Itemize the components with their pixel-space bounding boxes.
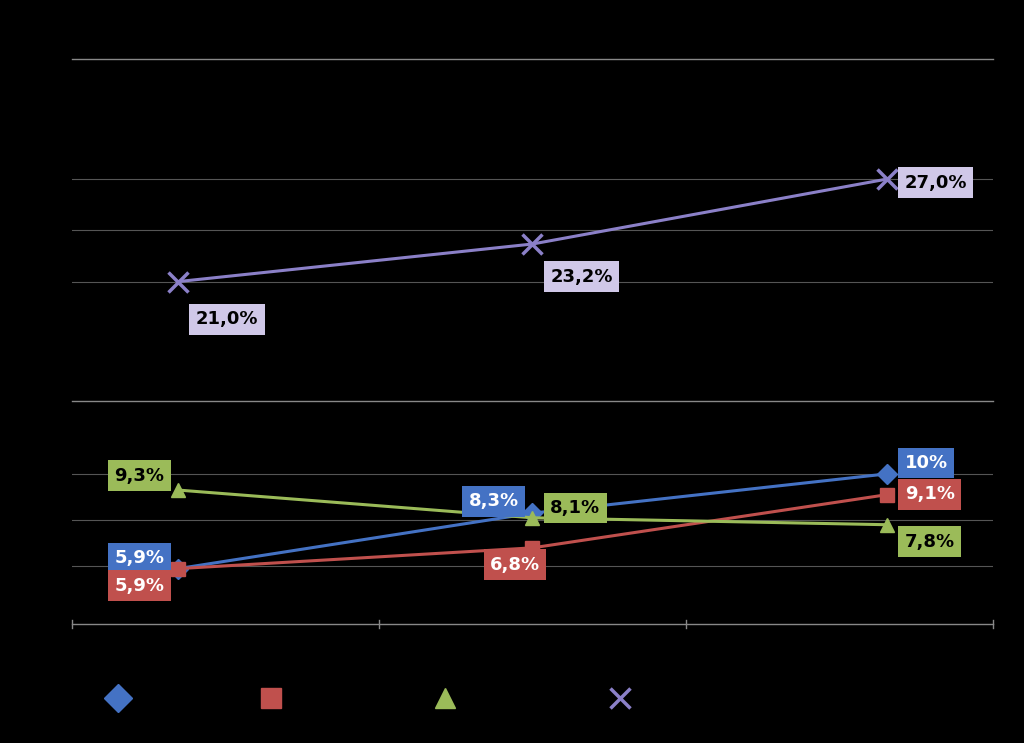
Text: 23,2%: 23,2% xyxy=(550,267,612,285)
Text: 5,9%: 5,9% xyxy=(115,549,164,567)
Text: 8,3%: 8,3% xyxy=(469,492,519,510)
Text: 27,0%: 27,0% xyxy=(904,174,967,192)
Text: 5,9%: 5,9% xyxy=(115,577,164,594)
Text: 8,1%: 8,1% xyxy=(550,499,600,517)
Text: 6,8%: 6,8% xyxy=(489,556,540,574)
Text: 21,0%: 21,0% xyxy=(196,311,258,328)
Text: 9,3%: 9,3% xyxy=(115,467,164,484)
Text: 7,8%: 7,8% xyxy=(904,533,954,551)
Text: 10%: 10% xyxy=(904,454,948,472)
Text: 9,1%: 9,1% xyxy=(904,485,954,503)
